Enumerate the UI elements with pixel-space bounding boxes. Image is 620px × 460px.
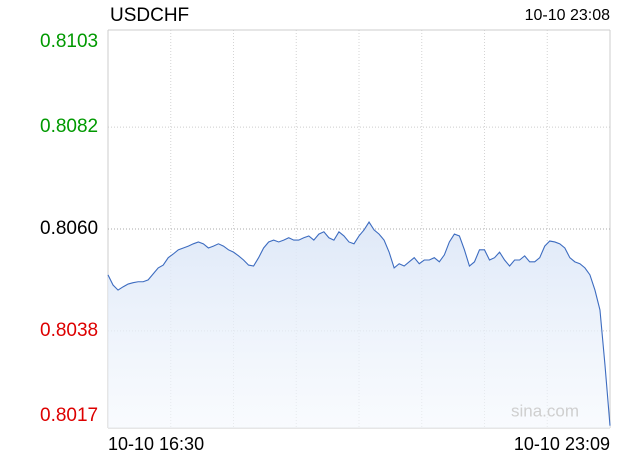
area-fill (108, 222, 610, 428)
y-tick-label: 0.8082 (40, 116, 98, 137)
x-tick-label: 10-10 16:30 (108, 434, 204, 454)
price-line (107, 221, 611, 426)
y-tick-label: 0.8103 (40, 31, 98, 52)
chart-title: USDCHF (110, 5, 189, 26)
y-tick-label: 0.8017 (40, 405, 98, 426)
plot (107, 221, 611, 428)
watermark: sina.com (511, 401, 579, 420)
y-tick-label: 0.8038 (40, 320, 98, 341)
axis-labels: 0.8103 0.8082 0.8060 0.8038 0.8017 10-10 16:3… (40, 31, 610, 454)
y-tick-label: 0.8060 (40, 218, 98, 239)
timestamp: 10-10 23:08 (525, 7, 611, 24)
x-tick-label: 10-10 23:09 (514, 434, 610, 454)
